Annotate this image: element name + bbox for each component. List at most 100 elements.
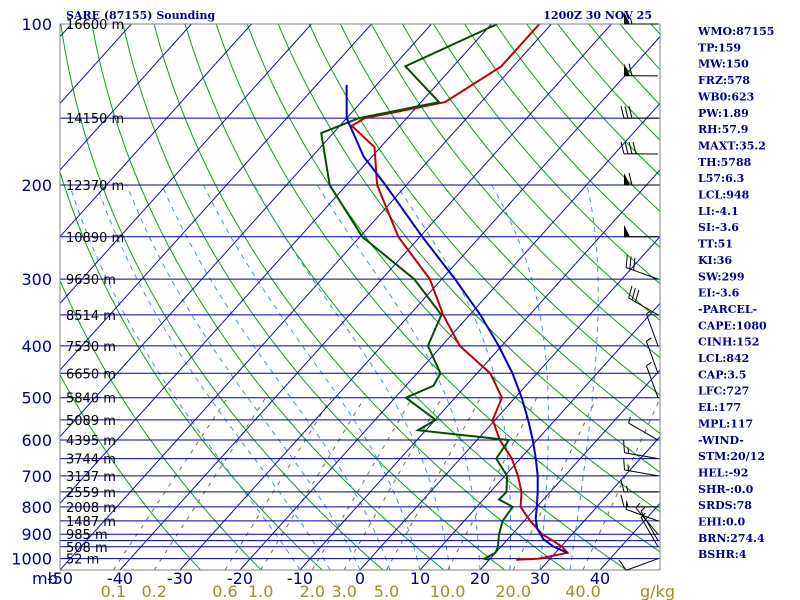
wind-barb-half-feather bbox=[625, 503, 628, 510]
temperature-tick-label: -20 bbox=[227, 569, 253, 588]
height-label: 14150 m bbox=[66, 112, 124, 127]
dry-adiabat bbox=[60, 170, 323, 570]
index-line: MAXT:35.2 bbox=[698, 139, 766, 152]
dry-adiabat bbox=[91, 24, 445, 570]
wind-barb-pennant bbox=[624, 224, 630, 237]
height-label: 2008 m bbox=[66, 501, 116, 516]
wind-barb-shaft bbox=[625, 508, 659, 522]
wind-barb-shaft bbox=[645, 365, 659, 398]
pressure-tick-label: 200 bbox=[21, 176, 52, 195]
dry-adiabat bbox=[60, 373, 201, 570]
dewpoint-line bbox=[320, 24, 515, 561]
isotherm bbox=[60, 24, 432, 438]
pressure-tick-label: 300 bbox=[21, 270, 52, 289]
wind-barb-feather bbox=[623, 457, 625, 470]
dry-adiabat bbox=[215, 24, 660, 553]
isotherm bbox=[179, 35, 660, 570]
wind-barb bbox=[625, 255, 659, 280]
mixing-ratio-line bbox=[224, 397, 332, 570]
isotherm bbox=[419, 302, 660, 570]
wind-barb bbox=[623, 172, 659, 186]
temperature-line bbox=[350, 24, 570, 561]
wind-barb-feather bbox=[635, 289, 640, 303]
dry-adiabat bbox=[60, 279, 262, 570]
index-line: TT:51 bbox=[698, 238, 733, 251]
dry-adiabat bbox=[277, 24, 660, 473]
wind-barb-feather bbox=[624, 106, 629, 119]
dry-adiabat bbox=[122, 24, 506, 570]
wind-barb bbox=[620, 479, 659, 493]
height-label: 6650 m bbox=[66, 367, 116, 382]
mixing-ratio-line bbox=[153, 397, 267, 570]
index-line: TH:5788 bbox=[698, 156, 752, 169]
wind-barb-feather bbox=[620, 141, 625, 155]
index-line: LCL:842 bbox=[698, 352, 749, 365]
pressure-unit-label: mb bbox=[32, 569, 58, 588]
wind-barb bbox=[618, 558, 659, 571]
wind-barb-feather bbox=[628, 63, 633, 76]
index-line: EHI:0.0 bbox=[698, 516, 745, 529]
temperature-tick-label: -50 bbox=[47, 569, 73, 588]
station-title: SARE (87155) Sounding bbox=[66, 9, 215, 22]
wind-barb-half-feather bbox=[627, 464, 629, 471]
index-line: MPL:117 bbox=[698, 417, 753, 430]
height-label: 5840 m bbox=[66, 392, 116, 407]
wind-barb-shaft bbox=[628, 297, 659, 316]
index-line: -WIND- bbox=[698, 434, 744, 447]
temperature-tick-label: 40 bbox=[590, 569, 610, 588]
wind-barb-feather bbox=[623, 440, 625, 453]
isotherm bbox=[299, 169, 660, 570]
index-line: PW:1.89 bbox=[698, 107, 749, 120]
temperature-tick-label: -10 bbox=[287, 569, 313, 588]
wind-barb bbox=[623, 457, 659, 477]
mixing-ratio-line bbox=[311, 397, 413, 570]
isotherm bbox=[239, 102, 660, 570]
wind-barb-pennant bbox=[624, 63, 630, 76]
height-label: 52 m bbox=[66, 553, 99, 568]
height-label: 7530 m bbox=[66, 340, 116, 355]
wind-barb-half-feather bbox=[646, 361, 652, 367]
isotherm bbox=[359, 235, 660, 570]
mixing-ratio-label: 0.1 bbox=[101, 582, 126, 600]
wind-barb-feather bbox=[628, 106, 633, 119]
index-line: RH:57.9 bbox=[698, 123, 748, 136]
height-label: 1487 m bbox=[66, 515, 116, 530]
index-line: CAPE:1080 bbox=[698, 319, 767, 332]
sounding-profiles bbox=[320, 24, 570, 561]
index-line: BRN:274.4 bbox=[698, 532, 765, 545]
height-label: 3744 m bbox=[66, 453, 116, 468]
temperature-tick-label: 30 bbox=[530, 569, 550, 588]
wind-barb bbox=[623, 440, 659, 460]
wind-barb-feather bbox=[631, 287, 636, 301]
dry-adiabat bbox=[339, 24, 660, 396]
index-line: BSHR:4 bbox=[698, 548, 747, 561]
dry-adiabat bbox=[308, 24, 660, 435]
mixing-ratio-unit: g/kg bbox=[640, 582, 675, 600]
index-line: FRZ:578 bbox=[698, 74, 750, 87]
wind-barb-half-feather bbox=[628, 416, 631, 424]
index-line: EI:-3.6 bbox=[698, 287, 740, 300]
wind-barb bbox=[625, 503, 659, 522]
height-label: 16600 m bbox=[66, 18, 124, 33]
mixing-ratio-line bbox=[260, 397, 365, 570]
parcel-line bbox=[345, 84, 568, 554]
wind-barb bbox=[620, 494, 659, 508]
index-line: LFC:727 bbox=[698, 385, 749, 398]
height-label: 5089 m bbox=[66, 414, 116, 429]
dry-adiabat bbox=[433, 24, 660, 285]
wind-barb-feather bbox=[620, 479, 625, 493]
pressure-tick-label: 700 bbox=[21, 467, 52, 486]
wind-barb-feather bbox=[625, 255, 628, 268]
pressure-tick-label: 600 bbox=[21, 431, 52, 450]
moist-adiabat bbox=[203, 184, 421, 570]
plot-frame bbox=[59, 23, 661, 571]
index-line: WMO:87155 bbox=[697, 25, 774, 38]
isotherm bbox=[60, 24, 492, 505]
height-label: 8514 m bbox=[66, 309, 116, 324]
wind-barb bbox=[624, 12, 658, 25]
wind-barb-shaft bbox=[645, 341, 659, 374]
index-line: SHR-:0.0 bbox=[698, 483, 754, 496]
index-line: CINH:152 bbox=[698, 336, 759, 349]
indices-panel: WMO:87155 TP:159 MW:150 FRZ:578 WB0:623 PW:1.… bbox=[697, 25, 774, 561]
mixing-ratio-line bbox=[386, 397, 482, 570]
